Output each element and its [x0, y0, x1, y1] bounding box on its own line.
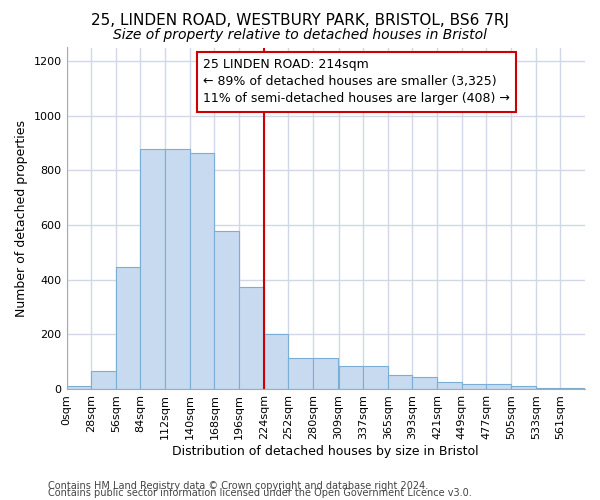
Bar: [313, 358, 338, 389]
Y-axis label: Number of detached properties: Number of detached properties: [15, 120, 28, 316]
Text: Size of property relative to detached houses in Bristol: Size of property relative to detached ho…: [113, 28, 487, 42]
Bar: [190, 152, 214, 389]
Text: Contains public sector information licensed under the Open Government Licence v3: Contains public sector information licen…: [48, 488, 472, 498]
Bar: [511, 386, 536, 389]
Bar: [536, 388, 560, 389]
Bar: [462, 384, 487, 389]
Text: 25, LINDEN ROAD, WESTBURY PARK, BRISTOL, BS6 7RJ: 25, LINDEN ROAD, WESTBURY PARK, BRISTOL,…: [91, 12, 509, 28]
Bar: [487, 384, 511, 389]
Text: Contains HM Land Registry data © Crown copyright and database right 2024.: Contains HM Land Registry data © Crown c…: [48, 481, 428, 491]
Bar: [264, 334, 289, 389]
Bar: [91, 371, 116, 389]
Bar: [165, 148, 190, 389]
Bar: [560, 388, 585, 389]
Bar: [338, 366, 363, 389]
X-axis label: Distribution of detached houses by size in Bristol: Distribution of detached houses by size …: [172, 444, 479, 458]
Bar: [67, 386, 91, 389]
Bar: [412, 378, 437, 389]
Bar: [437, 382, 462, 389]
Bar: [388, 376, 412, 389]
Bar: [140, 148, 165, 389]
Bar: [289, 358, 313, 389]
Bar: [239, 286, 264, 389]
Bar: [116, 268, 140, 389]
Text: 25 LINDEN ROAD: 214sqm
← 89% of detached houses are smaller (3,325)
11% of semi-: 25 LINDEN ROAD: 214sqm ← 89% of detached…: [203, 58, 510, 106]
Bar: [363, 366, 388, 389]
Bar: [214, 230, 239, 389]
